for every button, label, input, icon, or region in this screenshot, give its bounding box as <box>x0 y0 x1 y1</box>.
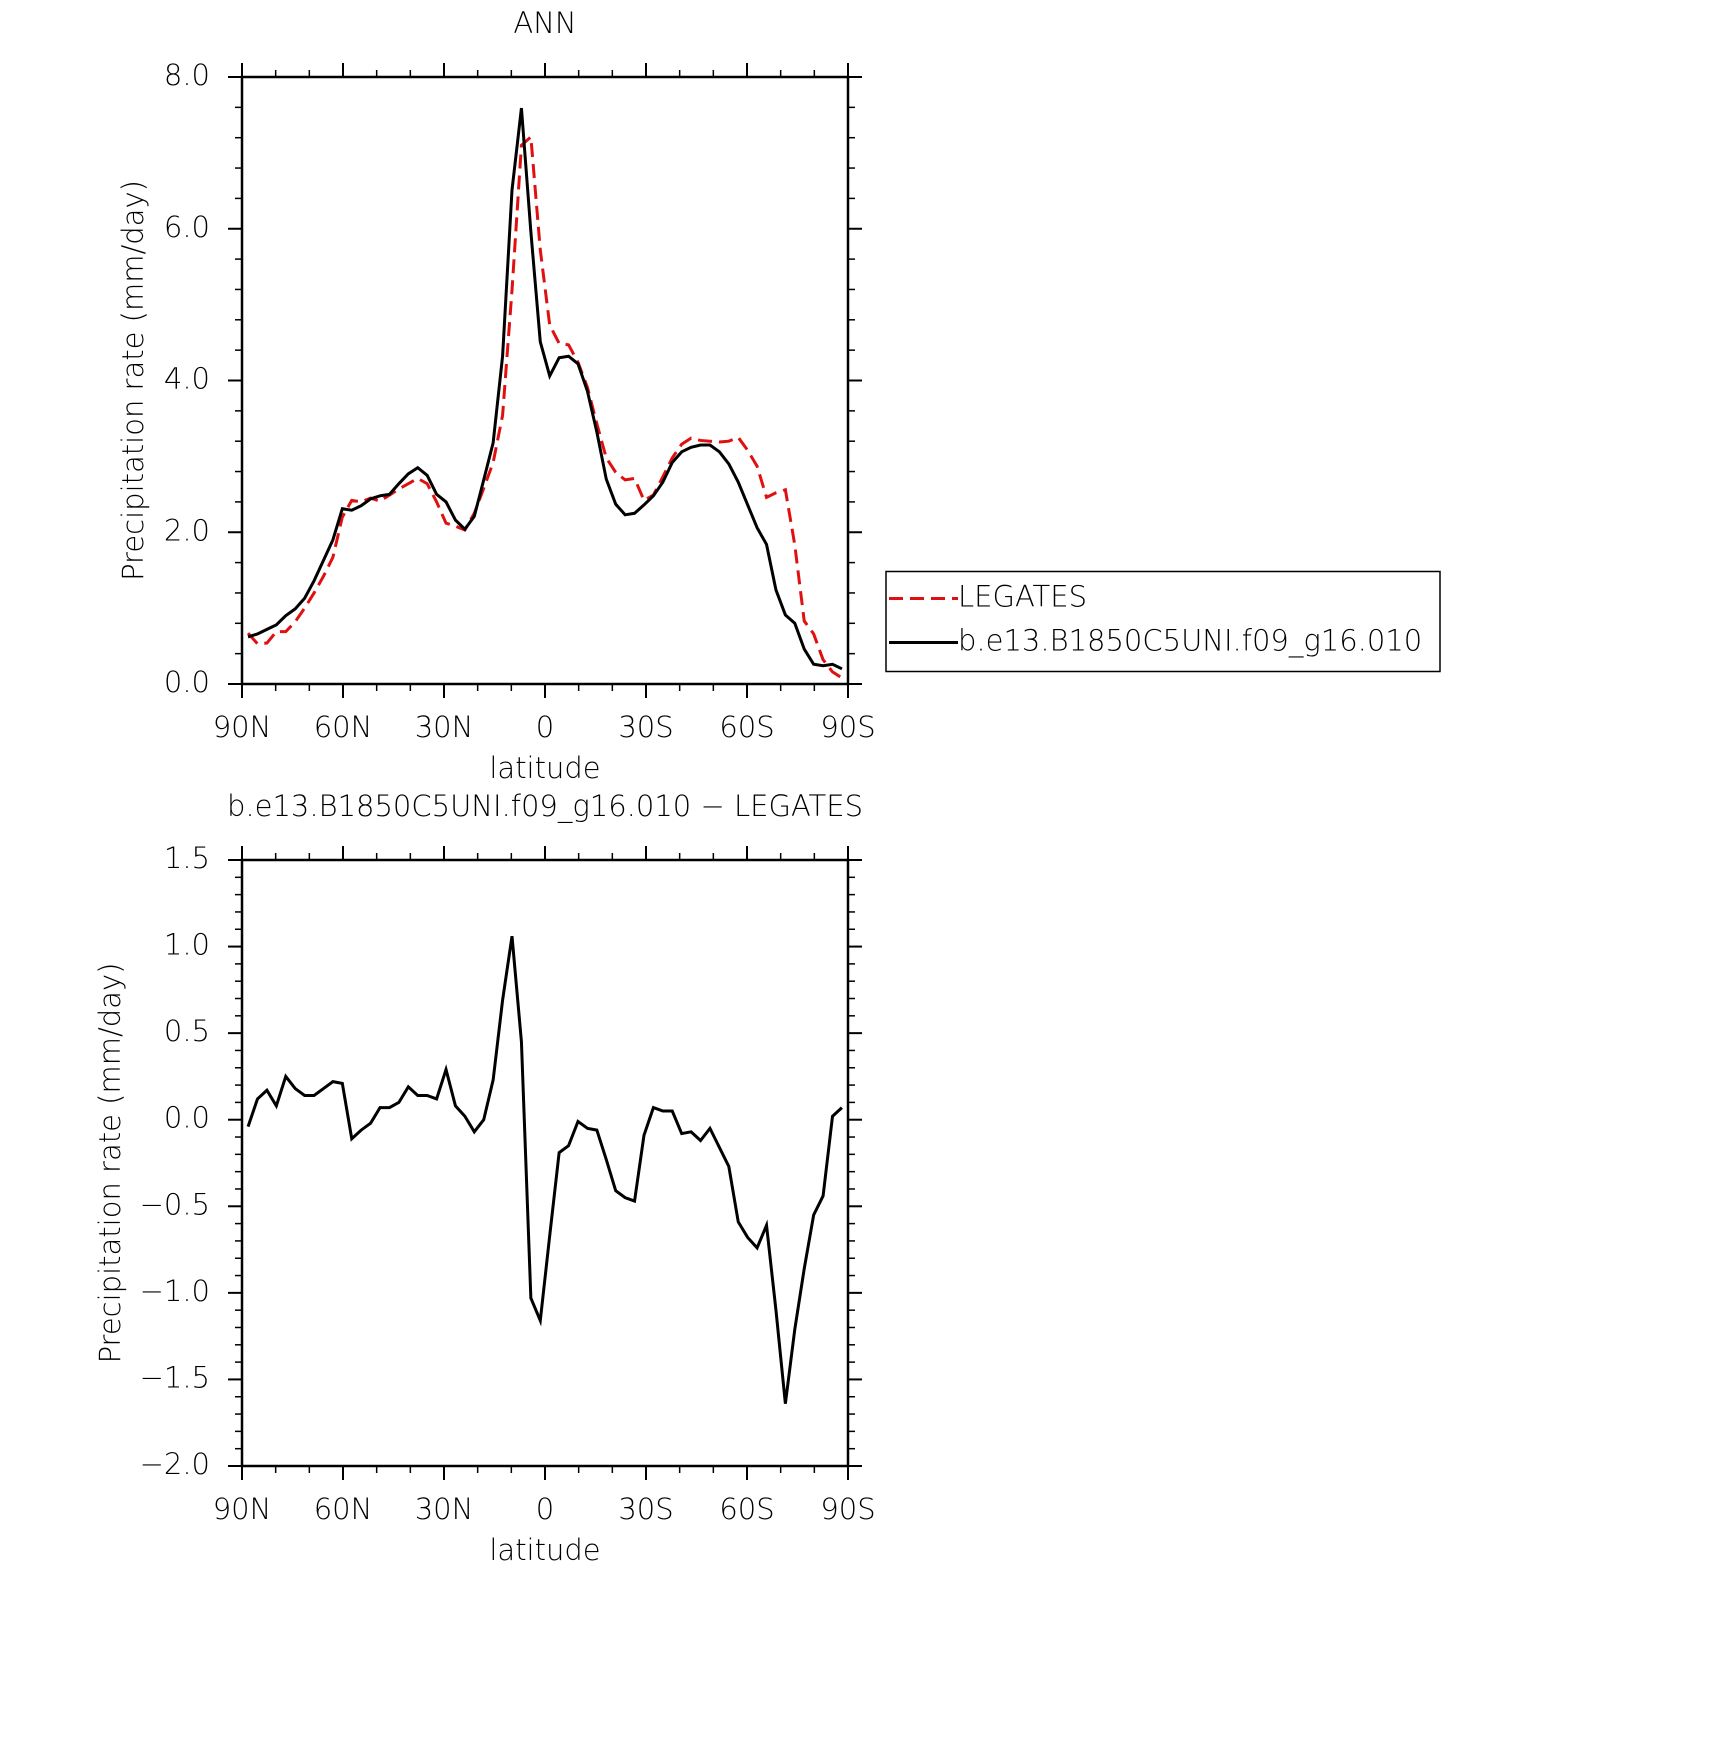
x-tick-label: 30N <box>415 710 474 744</box>
x-tick-label: 30S <box>618 1492 673 1526</box>
x-axis-label: latitude <box>489 751 600 785</box>
x-tick-label: 60N <box>314 1492 373 1526</box>
x-tick-label: 30S <box>618 710 673 744</box>
x-tick-label: 0 <box>536 710 554 744</box>
x-tick-label: 90S <box>820 1492 875 1526</box>
y-axis-label: Precipitation rate (mm/day) <box>93 963 127 1364</box>
y-tick-label: −1.5 <box>140 1360 210 1394</box>
y-axis-label: Precipitation rate (mm/day) <box>116 180 150 581</box>
legend-label: b.e13.B1850C5UNI.f09_g16.010 <box>958 624 1422 659</box>
data-line <box>246 935 843 1404</box>
y-tick-label: 0.5 <box>164 1014 210 1048</box>
y-tick-label: 4.0 <box>164 362 210 396</box>
y-tick-label: −0.5 <box>140 1187 210 1221</box>
plot-frame <box>240 75 850 686</box>
y-tick-label: 1.5 <box>164 841 210 875</box>
x-tick-label: 30N <box>415 1492 474 1526</box>
y-tick-label: 0.0 <box>164 1101 210 1135</box>
x-tick-label: 90N <box>213 1492 272 1526</box>
y-tick-label: 8.0 <box>164 58 210 92</box>
legend-label: LEGATES <box>958 580 1087 614</box>
x-tick-label: 0 <box>536 1492 554 1526</box>
legend: LEGATES b.e13.B1850C5UNI.f09_g16.010 <box>885 570 1441 673</box>
chart-title: ANN <box>513 6 576 40</box>
plot-frame <box>240 858 850 1468</box>
y-tick-label: 1.0 <box>164 928 210 962</box>
y-tick-label: 2.0 <box>164 513 210 547</box>
y-tick-label: 0.0 <box>164 665 210 699</box>
y-tick-label: −1.0 <box>140 1274 210 1308</box>
y-tick-label: −2.0 <box>140 1447 210 1481</box>
x-tick-label: 90S <box>820 710 875 744</box>
x-tick-label: 60S <box>719 1492 774 1526</box>
x-tick-label: 90N <box>213 710 272 744</box>
x-tick-label: 60S <box>719 710 774 744</box>
data-line <box>247 107 843 671</box>
chart-title: b.e13.B1850C5UNI.f09_g16.010 − LEGATES <box>227 789 863 824</box>
x-axis-label: latitude <box>489 1533 600 1567</box>
data-line <box>246 133 843 680</box>
x-tick-label: 60N <box>314 710 373 744</box>
legend-box <box>885 570 1441 673</box>
y-tick-label: 6.0 <box>164 210 210 244</box>
